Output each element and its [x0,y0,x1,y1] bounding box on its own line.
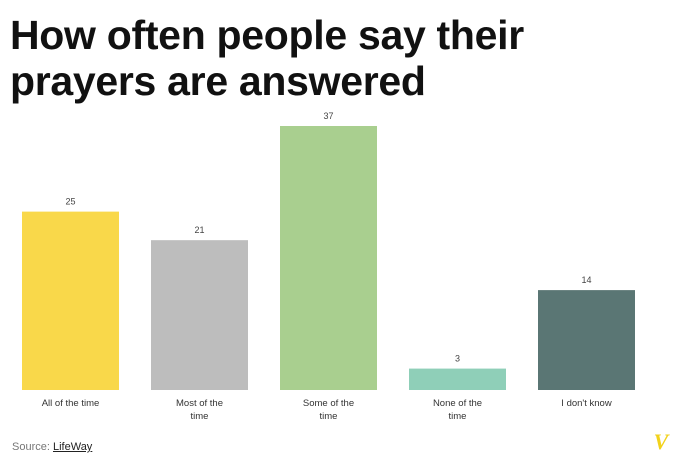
data-label-0: 25 [65,197,75,207]
data-label-3: 3 [455,354,460,364]
chart-title: How often people say their prayers are a… [10,12,524,104]
category-label-4-0: I don't know [561,398,612,409]
source-link[interactable]: LifeWay [52,441,93,453]
category-label-3-0: None of the [433,398,482,409]
bar-4 [538,290,635,390]
category-label-3-1: time [449,411,467,422]
data-label-2: 37 [323,111,333,121]
bar-0 [22,211,119,390]
bar-3 [409,368,506,390]
vox-logo-icon: V [654,430,671,452]
data-label-4: 14 [581,275,591,285]
category-label-2-1: time [320,411,338,422]
category-label-0-0: All of the time [42,398,100,409]
bar-1 [151,240,248,390]
data-label-1: 21 [194,225,204,235]
bar-2 [280,126,377,390]
category-label-2-0: Some of the [303,398,354,409]
source-note: Source: LifeWay [12,441,92,453]
source-label: Source: [12,441,50,453]
category-label-1-0: Most of the [176,398,223,409]
vox-logo-letter: V [654,430,671,452]
category-label-1-1: time [191,411,209,422]
